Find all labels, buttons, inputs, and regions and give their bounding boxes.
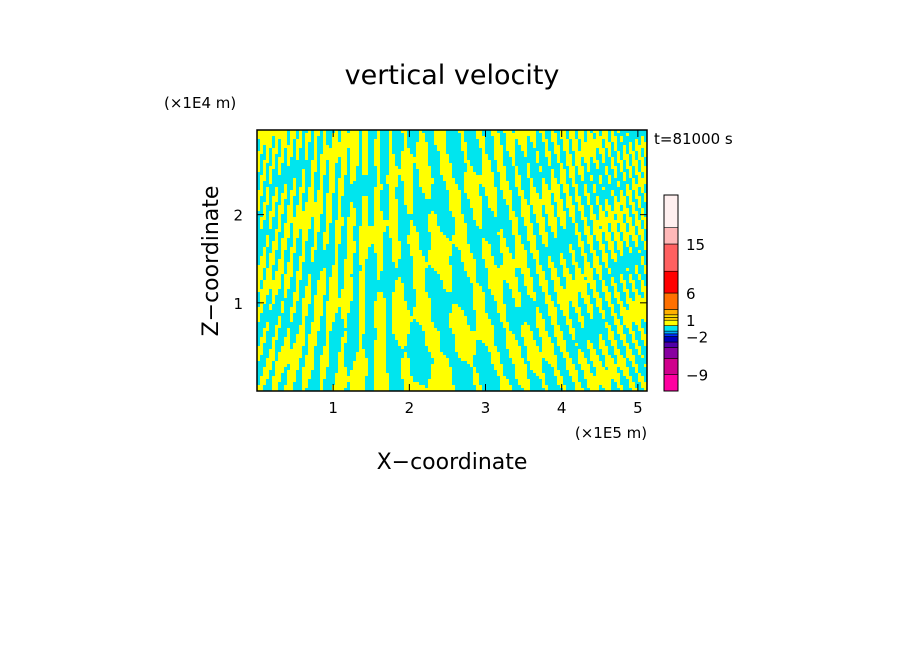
chart-title: vertical velocity xyxy=(345,60,560,91)
colorbar-level xyxy=(663,227,679,245)
x-axis-label: X−coordinate xyxy=(377,450,528,475)
colorbar-level xyxy=(663,325,679,332)
colorbar-level xyxy=(663,309,679,316)
velocity-field xyxy=(257,130,647,391)
colorbar-frame xyxy=(663,194,679,392)
positive-velocity-region xyxy=(257,130,647,391)
colorbar-level xyxy=(663,358,679,375)
plot-frame xyxy=(256,129,648,392)
x-tick-label: 2 xyxy=(405,399,415,417)
time-label: t=81000 s xyxy=(654,130,733,148)
colorbar-tick-label: 6 xyxy=(686,285,696,303)
colorbar-level xyxy=(663,319,679,326)
x-tick-label: 3 xyxy=(481,399,491,417)
colorbar-level xyxy=(663,333,679,337)
x-tick-label: 4 xyxy=(557,399,567,417)
x-ticks: 1 2 3 4 5 xyxy=(328,130,643,417)
colorbar-level xyxy=(663,341,679,348)
colorbar xyxy=(663,194,679,392)
x-tick-label: 1 xyxy=(328,399,338,417)
x-unit-label: (×1E5 m) xyxy=(575,424,647,442)
y-unit-label: (×1E4 m) xyxy=(164,94,236,112)
colorbar-level xyxy=(663,314,679,318)
colorbar-level xyxy=(663,347,679,359)
y-tick-label: 1 xyxy=(233,295,243,313)
colorbar-tick-label: −9 xyxy=(686,367,708,385)
colorbar-tick-label: −2 xyxy=(686,329,708,347)
colorbar-level xyxy=(663,243,679,272)
colorbar-level xyxy=(663,270,679,294)
colorbar-tick-label: 1 xyxy=(686,312,696,330)
colorbar-level xyxy=(663,317,679,321)
y-axis-label: Z−coordinate xyxy=(199,186,224,337)
x-tick-label: 5 xyxy=(633,399,643,417)
colorbar-level xyxy=(663,374,679,392)
colorbar-tick-label: 15 xyxy=(686,236,705,254)
colorbar-level xyxy=(663,194,679,228)
colorbar-level xyxy=(663,336,679,343)
y-ticks: 12 xyxy=(233,207,647,313)
colorbar-level xyxy=(663,292,679,310)
colorbar-ticks: 15 6 1−2 −9 xyxy=(686,236,708,385)
y-tick-label: 2 xyxy=(233,207,243,225)
colorbar-level xyxy=(663,330,679,335)
